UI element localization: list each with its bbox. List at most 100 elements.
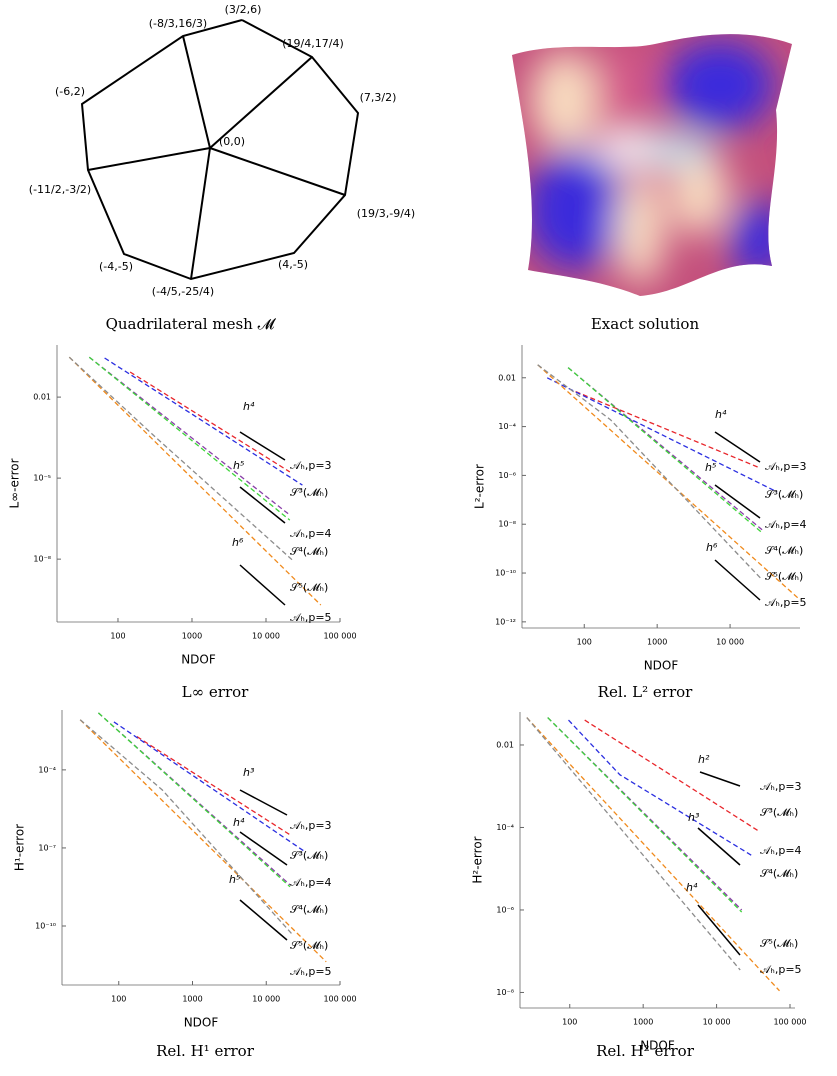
x-axis-label: NDOF [184, 1016, 219, 1030]
y-axis-label: H¹-error [13, 824, 27, 871]
y-tick-label: 0.01 [498, 373, 516, 382]
series-label: 𝒜ₕ,p=5 [760, 963, 802, 976]
slope-label: h⁵ [705, 461, 716, 474]
series-label: 𝒮³(𝓜ₕ) [760, 806, 798, 819]
series-label: 𝒜ₕ,p=4 [290, 527, 332, 540]
slope-label: h³ [688, 811, 700, 824]
vertex-label: (-6,2) [55, 85, 85, 98]
y-tick-label: 10⁻⁵ [33, 474, 51, 483]
y-tick-label: 10⁻⁴ [496, 823, 514, 832]
series-line [538, 365, 761, 578]
vertex-label: (0,0) [219, 135, 245, 148]
series-line [568, 368, 762, 530]
series-label: 𝒜ₕ,p=3 [290, 459, 332, 472]
slope-reference [715, 485, 760, 518]
y-axis-label: L∞-error [8, 458, 22, 508]
series-line [137, 737, 290, 835]
y-tick-label: 10⁻⁸ [33, 555, 51, 564]
chart: 100100010 0000.0110⁻⁴10⁻⁶10⁻⁸10⁻¹⁰10⁻¹²N… [473, 345, 807, 701]
x-tick-label: 1000 [633, 1018, 653, 1027]
x-tick-label: 10 000 [716, 638, 744, 647]
series-line [130, 372, 290, 472]
x-tick-label: 100 [110, 632, 125, 641]
series-label: 𝒮⁵(𝓜ₕ) [760, 937, 798, 950]
chart-caption: Rel. H¹ error [156, 1042, 255, 1060]
series-line [538, 365, 800, 600]
slope-reference [240, 565, 285, 605]
vertex-label: (3/2,6) [225, 3, 262, 16]
caption: Exact solution [591, 315, 700, 333]
series-label: 𝒮³(𝓜ₕ) [290, 486, 328, 499]
mesh-edge [191, 148, 210, 279]
chart-caption: Rel. H² error [596, 1042, 695, 1060]
series-line [89, 357, 289, 520]
x-tick-label: 1000 [182, 632, 202, 641]
vertex-label: (-8/3,16/3) [149, 17, 207, 30]
vertex-label: (19/3,-9/4) [357, 207, 415, 220]
series-line [569, 720, 752, 855]
x-tick-label: 100 000 [323, 632, 356, 641]
series-line [585, 720, 760, 832]
series-label: 𝒜ₕ,p=4 [760, 844, 802, 857]
y-tick-label: 10⁻⁷ [38, 843, 56, 852]
x-axis-label: NDOF [644, 659, 679, 673]
y-tick-label: 0.01 [33, 393, 51, 402]
x-tick-label: 10 000 [252, 995, 280, 1004]
vertex-label: (4,-5) [278, 258, 308, 271]
series-label: 𝒜ₕ,p=3 [760, 780, 802, 793]
y-axis-label: H²-error [471, 836, 485, 883]
slope-reference [698, 828, 740, 865]
series-label: 𝒜ₕ,p=5 [290, 611, 332, 624]
y-tick-label: 10⁻⁶ [496, 905, 514, 914]
series-line [98, 713, 290, 885]
slope-reference [698, 905, 740, 955]
slope-label: h³ [243, 766, 255, 779]
page: (0,0)(3/2,6)(-8/3,16/3)(19/4,17/4)(7,3/2… [0, 0, 837, 1076]
x-tick-label: 100 000 [773, 1018, 806, 1027]
y-tick-label: 10⁻⁴ [498, 422, 516, 431]
series-label: 𝒮⁴(𝓜ₕ) [290, 545, 328, 558]
series-line [98, 713, 290, 887]
slope-reference [240, 790, 287, 815]
vertex-label: (-4/5,-25/4) [152, 285, 214, 298]
y-tick-label: 10⁻¹⁰ [35, 921, 56, 930]
series-line [576, 392, 761, 469]
series-label: 𝒜ₕ,p=5 [290, 965, 332, 978]
mesh-edge [183, 36, 210, 148]
slope-label: h⁴ [233, 816, 245, 829]
slope-reference [715, 560, 760, 600]
y-tick-label: 10⁻⁸ [498, 520, 516, 529]
slope-reference [700, 772, 740, 786]
series-line [568, 368, 762, 533]
y-tick-label: 0.01 [496, 740, 514, 749]
series-line [547, 378, 777, 492]
series-line [114, 722, 306, 852]
slope-reference [240, 432, 285, 460]
series-line [527, 718, 780, 991]
vertex-label: (-11/2,-3/2) [29, 183, 91, 196]
series-label: 𝒮⁵(𝓜ₕ) [290, 581, 328, 594]
series-label: 𝒮³(𝓜ₕ) [765, 488, 803, 501]
series-label: 𝒮⁴(𝓜ₕ) [290, 903, 328, 916]
series-label: 𝒮⁵(𝓜ₕ) [765, 570, 803, 583]
vertex-label: (-4,-5) [99, 260, 133, 273]
x-tick-label: 100 [577, 638, 592, 647]
mesh-edge [88, 148, 210, 170]
series-label: 𝒜ₕ,p=4 [765, 518, 807, 531]
slope-label: h⁶ [232, 536, 244, 549]
series-line [69, 357, 320, 605]
x-tick-label: 100 000 [323, 995, 356, 1004]
series-label: 𝒮³(𝓜ₕ) [290, 849, 328, 862]
series-label: 𝒮⁵(𝓜ₕ) [290, 939, 328, 952]
series-label: 𝒜ₕ,p=5 [765, 596, 807, 609]
y-tick-label: 10⁻⁸ [496, 988, 514, 997]
slope-reference [240, 487, 285, 523]
series-label: 𝒮⁴(𝓜ₕ) [765, 544, 803, 557]
slope-label: h² [698, 753, 710, 766]
series-line [80, 720, 293, 935]
slope-label: h⁵ [229, 873, 240, 886]
series-label: 𝒜ₕ,p=3 [765, 460, 807, 473]
